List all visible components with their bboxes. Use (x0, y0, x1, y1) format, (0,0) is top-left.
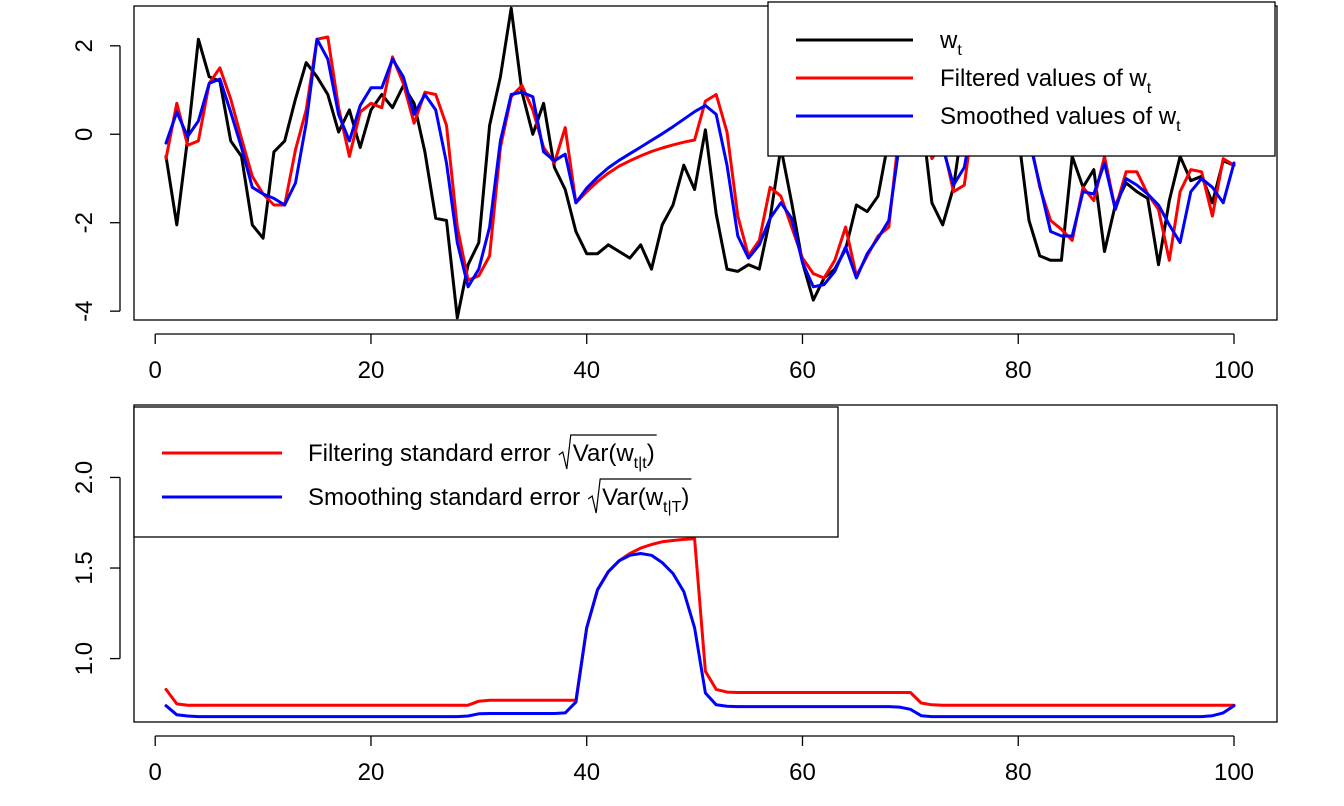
x-tick-label: 40 (573, 759, 600, 786)
series-line-filtering_se (164, 537, 1236, 707)
series-line-smoothed (164, 37, 1236, 289)
y-tick-label: -4 (71, 300, 98, 321)
y-tick-label: 1.5 (71, 551, 98, 584)
y-axis: 1.0 1.5 2.0 (71, 461, 121, 675)
legend: wt Filtered values of wt Smoothed values o… (767, 1, 1276, 157)
y-tick-label: 1.0 (71, 642, 98, 675)
x-tick-label: 20 (358, 357, 385, 384)
legend-label: wt (939, 27, 962, 59)
x-tick-label: 100 (1214, 357, 1254, 384)
x-tick-label: 80 (1005, 759, 1032, 786)
legend-label: Filtered values of wt (940, 65, 1152, 97)
x-tick-label: 0 (149, 759, 162, 786)
y-tick-label: -2 (71, 212, 98, 233)
series-line-smoothing_se (164, 552, 1236, 719)
series-group (164, 537, 1236, 719)
x-tick-label: 60 (789, 759, 816, 786)
sqrt-sign (587, 478, 692, 514)
y-tick-label: 2 (71, 39, 98, 52)
legend-label: Smoothing standard error (308, 484, 580, 511)
legend-item: Smoothed values of wt (796, 103, 1181, 135)
y-tick-label: 2.0 (71, 461, 98, 494)
legend-label: Smoothed values of wt (940, 103, 1181, 135)
legend: Filtering standard error Var(wt|t) Smoothi… (133, 406, 839, 538)
legend-item: Filtered values of wt (796, 65, 1152, 97)
y-tick-label: 0 (71, 128, 98, 141)
legend-box (133, 406, 839, 538)
series-line-filtered (164, 35, 1236, 282)
plot-frame (133, 5, 1278, 321)
x-axis: 0 20 40 60 80 100 (149, 735, 1254, 786)
plot-frame (133, 404, 1278, 723)
panel-1: 0 20 40 60 80 100 -4 -2 0 2 wt Filtered values of w… (71, 1, 1278, 384)
x-tick-label: 100 (1214, 759, 1254, 786)
series-line-w_t (164, 6, 1236, 320)
x-tick-label: 0 (149, 357, 162, 384)
y-axis: -4 -2 0 2 (71, 39, 121, 322)
legend-item: wt (796, 27, 962, 59)
x-axis: 0 20 40 60 80 100 (149, 333, 1254, 384)
legend-item: Filtering standard error Var(wt|t) (162, 434, 657, 472)
x-tick-label: 80 (1005, 357, 1032, 384)
legend-item: Smoothing standard error Var(wt|T) (162, 478, 692, 516)
series-group (164, 6, 1236, 320)
x-tick-label: 60 (789, 357, 816, 384)
x-tick-label: 40 (573, 357, 600, 384)
panel-2: 0 20 40 60 80 100 1.0 1.5 2.0 Filtering standard … (71, 404, 1278, 786)
legend-label: Filtering standard error (308, 440, 551, 467)
sqrt-sign (558, 434, 657, 470)
x-tick-label: 20 (358, 759, 385, 786)
